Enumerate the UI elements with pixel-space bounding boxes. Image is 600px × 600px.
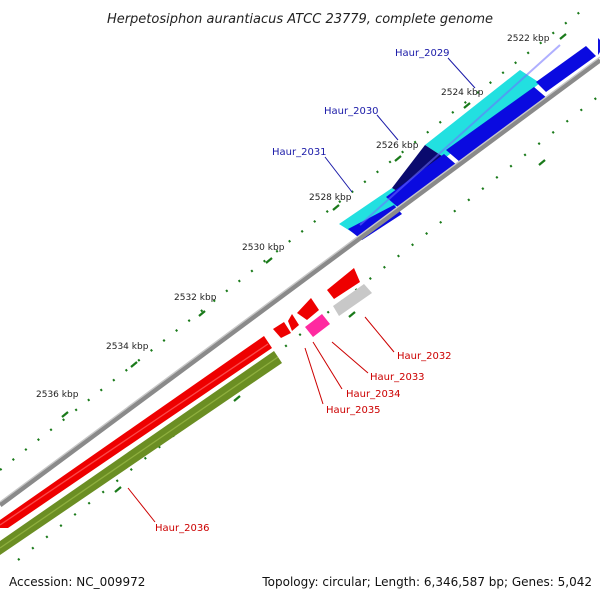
tick-label: 2534 kbp: [106, 342, 149, 352]
tick-label: 2530 kbp: [242, 243, 285, 253]
reverse-strand: [0, 268, 372, 555]
scale-ticks: [61, 33, 567, 493]
tick-label: 2528 kbp: [309, 193, 352, 203]
gene-labels-top: Haur_2029 Haur_2030 Haur_2031: [272, 48, 450, 158]
genome-summary-text: Topology: circular; Length: 6,346,587 bp…: [261, 575, 592, 589]
gene-label: Haur_2030: [324, 106, 379, 117]
cds-olive-track: [0, 351, 282, 555]
gene-label: Haur_2032: [397, 351, 452, 362]
tick-label: 2536 kbp: [36, 390, 79, 400]
cds-blue-row: [386, 154, 458, 209]
gene-label: Haur_2031: [272, 147, 327, 158]
gene-label: Haur_2029: [395, 48, 450, 59]
tick-label: 2524 kbp: [441, 88, 484, 98]
tick-label: 2526 kbp: [376, 141, 419, 151]
gene-label: Haur_2036: [155, 523, 210, 534]
genome-backbone: [0, 57, 600, 508]
label-leaders: [127, 57, 476, 523]
gene-labels-bottom: Haur_2032 Haur_2033 Haur_2034 Haur_2035 …: [155, 351, 452, 534]
tick-label: 2522 kbp: [507, 34, 550, 44]
cds-pink-block: [305, 314, 330, 337]
tick-labels: 2522 kbp 2524 kbp 2526 kbp 2528 kbp 2530…: [36, 34, 550, 400]
gene-label: Haur_2035: [326, 405, 381, 416]
tick-label: 2532 kbp: [174, 293, 217, 303]
gene-label: Haur_2034: [346, 389, 401, 400]
outer-dotted-track: [0, 3, 591, 471]
cds-red-row: [327, 268, 360, 299]
map-title: Herpetosiphon aurantiacus ATCC 23779, co…: [107, 12, 493, 27]
cds-red-row: [273, 322, 291, 338]
cds-red-row: [297, 298, 319, 320]
accession-text: Accession: NC_009972: [9, 575, 145, 589]
forward-strand: [339, 38, 600, 240]
gene-label: Haur_2033: [370, 372, 425, 383]
cds-red-row: [0, 336, 272, 528]
cds-red-row: [288, 314, 299, 331]
cds-blue-row: [536, 46, 596, 92]
cds-gray-block: [333, 284, 372, 316]
cds-blue-row: [446, 87, 548, 162]
